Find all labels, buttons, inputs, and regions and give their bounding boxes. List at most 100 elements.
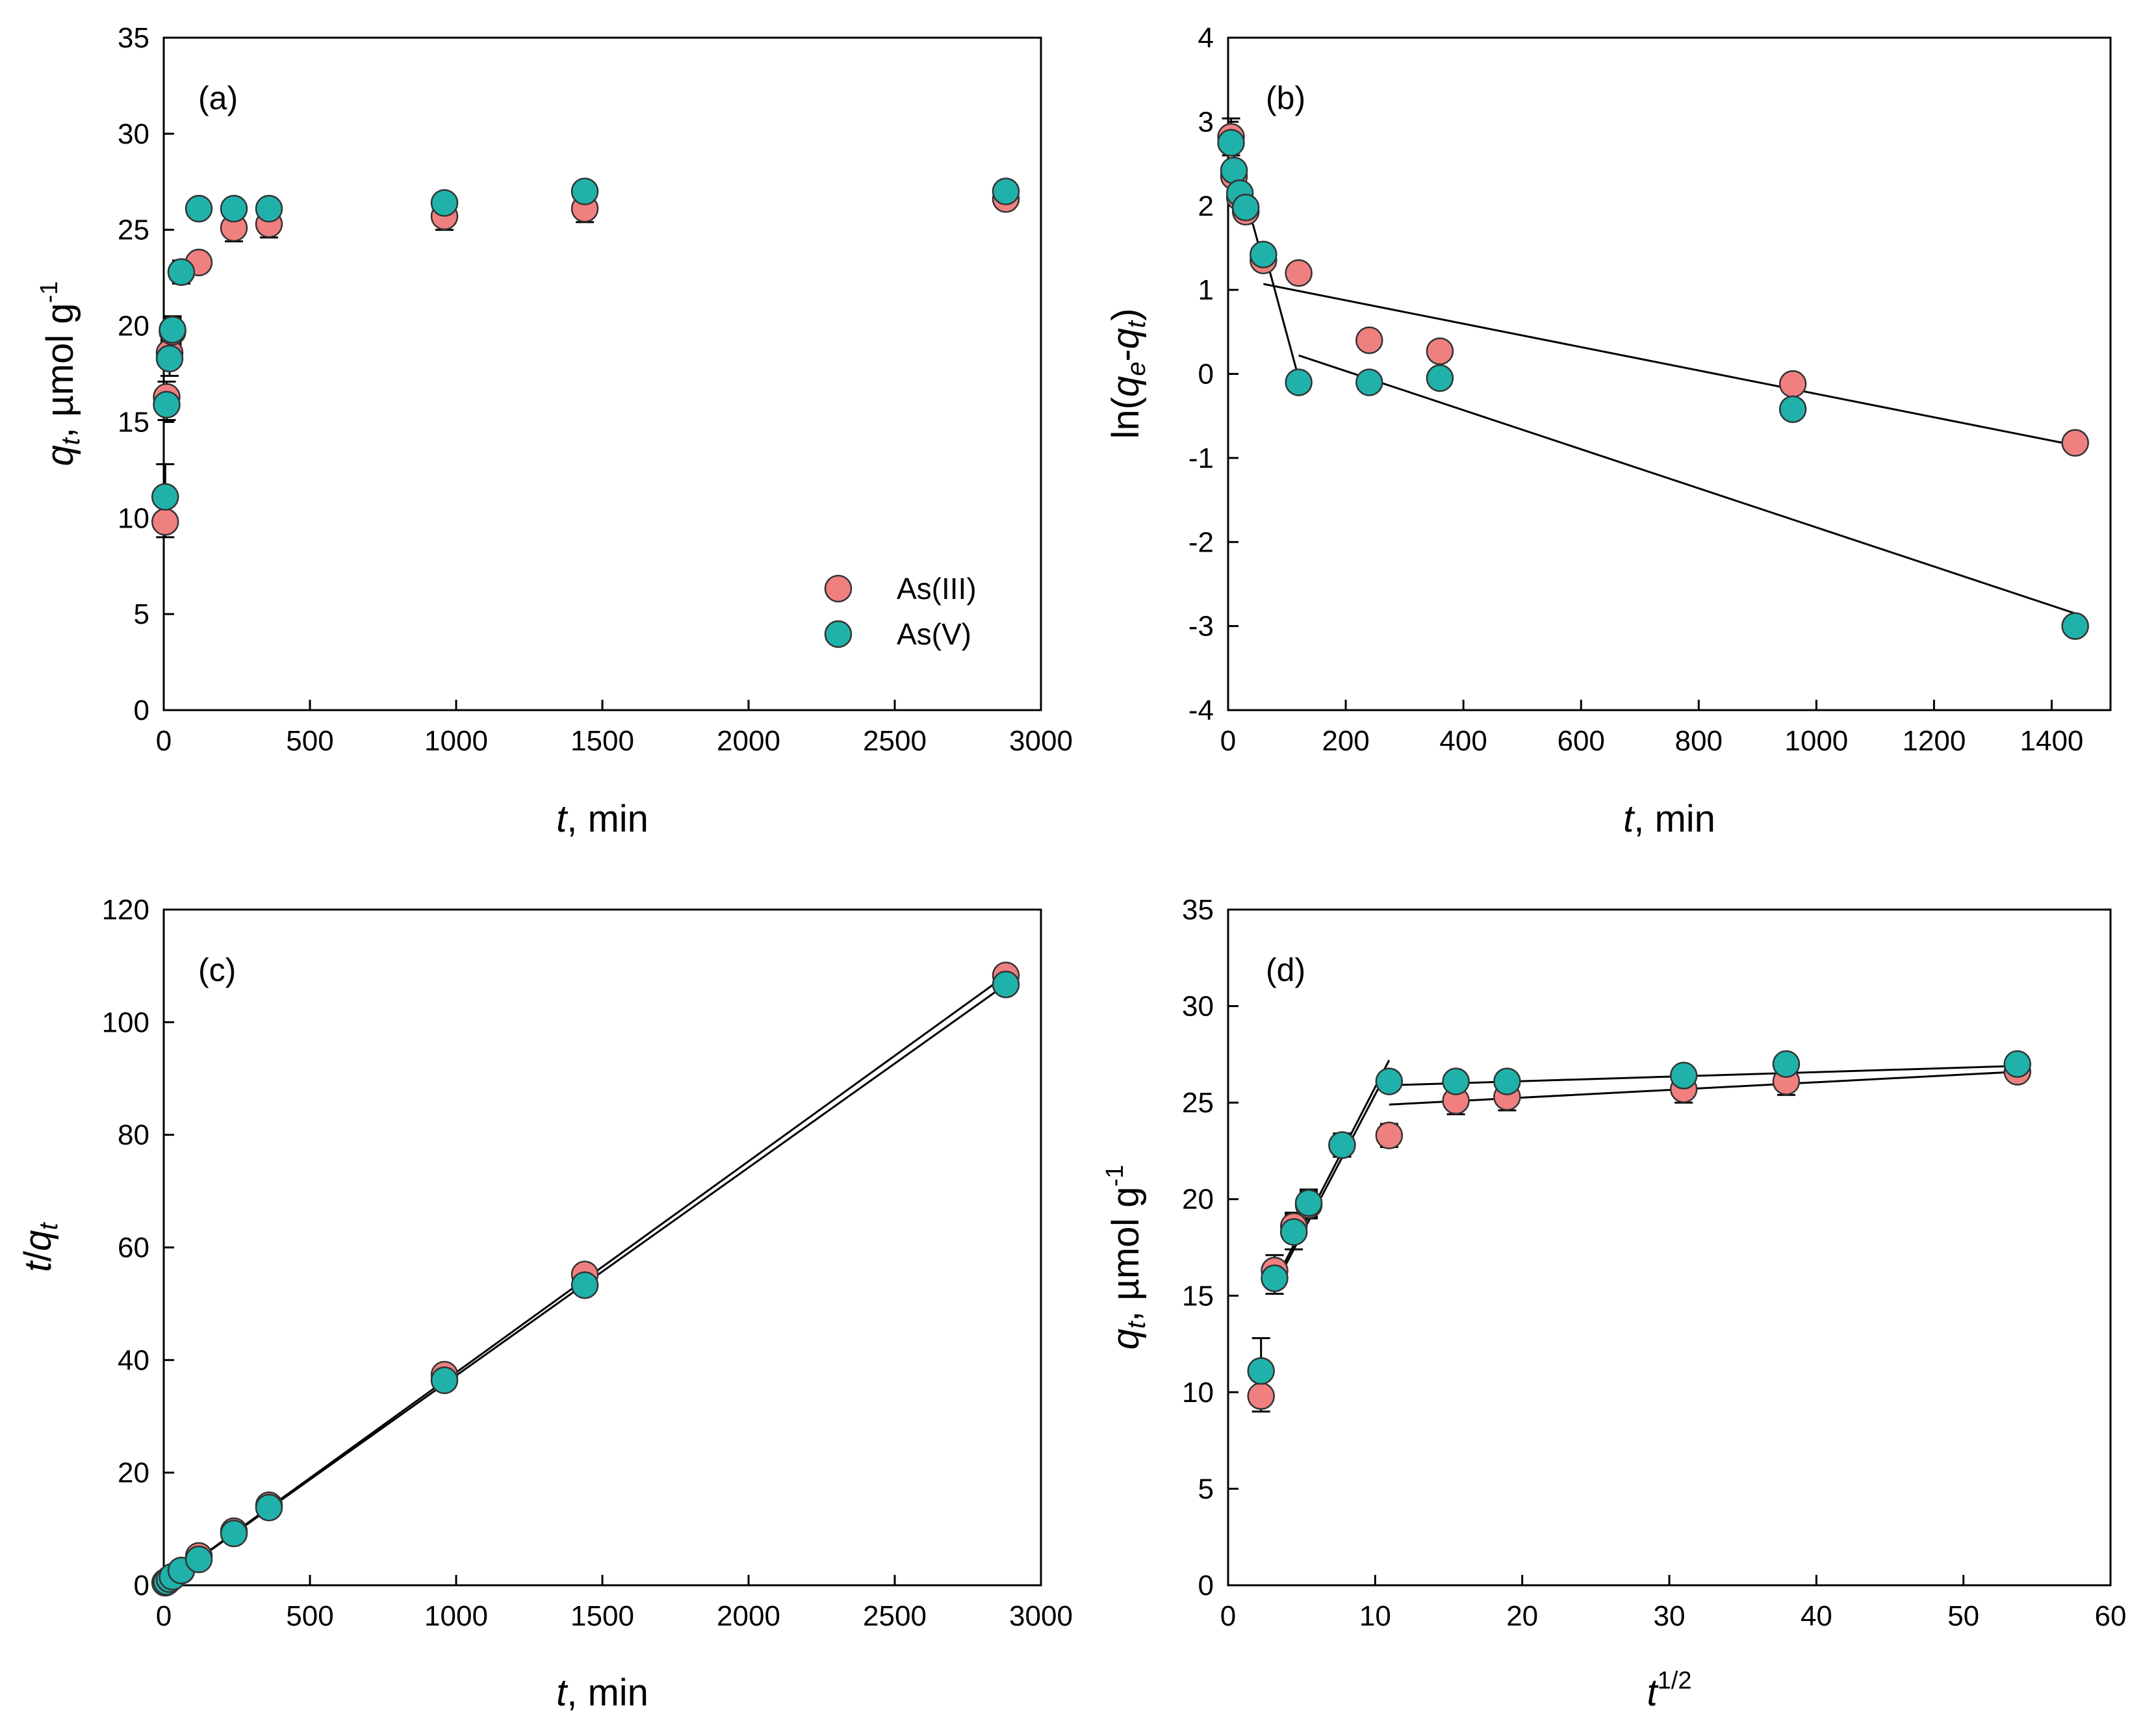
panel-b-markers [1217,117,2089,640]
panel-b-y-tick-label: -2 [1188,526,1214,558]
panel-c-x-tick-label: 3000 [1009,1600,1073,1632]
panel-a-x-tick-label: 500 [286,725,333,757]
panel-a-x-axis-label: t, min [556,798,648,840]
panel-a-as5-point [151,483,179,511]
panel-a-as5-point [155,344,184,373]
panel-c-y-tick-label: 120 [102,894,149,926]
panel-d-as3-point [1247,1382,1275,1410]
panel-a-as5-point [430,189,459,217]
panel-c-x-tick-label: 500 [286,1600,333,1632]
panel-d-y-tick-label: 10 [1182,1377,1214,1409]
panel-c-y-tick-label: 40 [118,1344,149,1376]
panel-c-label: (c) [198,952,236,988]
panel-b: 0 200 400 600 800 1000 1200 1400 -4 -3 -2 -1 0 1 2 3 4 (… [1105,22,2112,840]
panel-d-ticks: 0 10 20 30 40 50 60 0 5 10 15 20 25 30 35 [1182,894,2126,1632]
panel-b-y-tick-label: -1 [1188,442,1214,474]
panel-c-as5-point [185,1545,213,1574]
panel-d-as5-point [1261,1264,1289,1292]
panel-d-label: (d) [1266,952,1305,988]
panel-a-y-tick-label: 30 [118,118,149,150]
panel-a-y-tick-label: 35 [118,22,149,54]
panel-a-x-tick-label: 1000 [424,725,488,757]
legend-marker-as3 [824,574,853,603]
panel-b-as3-point [1355,326,1383,354]
panel-b-ticks: 0 200 400 600 800 1000 1200 1400 -4 -3 -2 -1 0 1 2 3 4 [1188,22,2084,757]
panel-a-y-tick-label: 15 [118,406,149,438]
panel-a-as5-point [220,194,248,223]
panel-c-y-axis-label: t/qt [17,1221,63,1272]
legend-label-as3: As(III) [897,572,977,606]
panel-d-y-axis-label: qt, µmol g-1 [1101,1165,1151,1350]
panel-a-y-tick-label: 5 [134,598,149,630]
panel-d-as5-point [1669,1062,1698,1090]
panel-d-as5-point [1294,1189,1323,1217]
panel-d-as5-point [1247,1357,1275,1385]
panel-c: 0 500 1000 1500 2000 2500 3000020406080100120 … [17,894,1073,1714]
panel-b-x-tick-label: 0 [1220,725,1236,757]
panel-b-as3-point [1285,259,1313,287]
panel-b-x-axis-label: t, min [1623,798,1715,840]
panel-b-y-tick-label: 0 [1198,359,1214,390]
panel-a-x-tick-label: 1500 [571,725,634,757]
panel-a-x-tick-label: 2500 [863,725,927,757]
legend-label-as5: As(V) [897,617,971,651]
panel-c-as5-point [992,971,1020,999]
panel-d-x-tick-label: 0 [1220,1600,1236,1632]
panel-d-as5-point [1442,1067,1470,1095]
panel-a-as5-point [167,258,196,287]
panel-b-as3-point [2061,429,2089,457]
panel-d-y-tick-label: 30 [1182,991,1214,1023]
panel-d-as5-point [1493,1067,1521,1095]
panel-b-as3-point [1778,370,1807,398]
panel-b-x-tick-label: 800 [1675,725,1723,757]
panel-b-x-tick-label: 1200 [1902,725,1966,757]
panel-d-x-tick-label: 20 [1506,1600,1538,1632]
panel-c-as5-point [430,1366,459,1394]
panel-a-y-tick-label: 0 [134,695,149,726]
panel-b-as5-point [1778,395,1807,424]
panel-d-x-tick-label: 60 [2095,1600,2127,1632]
panel-a-as5-point [185,194,213,223]
panel-b-as3-point [1426,337,1454,365]
panel-b-as5-point [1231,194,1260,222]
panel-c-x-axis-label: t, min [556,1672,648,1714]
panel-d-y-tick-label: 35 [1182,894,1214,926]
panel-d-markers [1247,1050,2031,1413]
panel-c-as5-point [220,1520,248,1548]
panel-b-as5-point [1285,368,1313,396]
panel-b-fit-line [1263,283,2075,446]
panel-d-y-tick-label: 25 [1182,1087,1214,1119]
panel-c-x-tick-label: 2000 [717,1600,780,1632]
panel-c-y-tick-label: 80 [118,1119,149,1151]
panel-c-y-tick-label: 60 [118,1232,149,1264]
panel-d-as5-point [2003,1050,2031,1078]
panel-a-y-tick-label: 10 [118,502,149,534]
panel-d-x-tick-label: 10 [1359,1600,1391,1632]
panel-a-as3-point [151,507,179,536]
panel-c-x-tick-label: 1000 [424,1600,488,1632]
panel-a-as5-point [992,177,1020,205]
panel-b-y-tick-label: 4 [1198,22,1214,54]
panel-d: 0 10 20 30 40 50 60 0 5 10 15 20 25 30 35 (d) t1/2 qt,… [1101,894,2126,1714]
panel-d-y-tick-label: 0 [1198,1570,1214,1602]
panel-a-x-tick-label: 2000 [717,725,780,757]
panel-a: 0 500 1000 1500 2000 2500 3000 0 5 10 15 20 25 30 35 (… [36,22,1073,840]
panel-c-as5-point [571,1271,599,1299]
panel-a-markers [151,177,1020,539]
panel-d-as3-point [1375,1121,1404,1149]
panel-a-legend: As(III) As(V) [824,572,977,651]
panel-d-x-tick-label: 50 [1947,1600,1979,1632]
panel-c-y-tick-label: 0 [134,1570,149,1602]
panel-c-ticks: 0 500 1000 1500 2000 2500 3000 0 20 40 60 80 100 120 [102,894,1073,1632]
panel-b-y-tick-label: -3 [1188,611,1214,643]
panel-b-fit-line [1298,354,2076,615]
panel-a-x-tick-label: 0 [156,725,172,757]
panel-d-as5-point [1375,1067,1404,1095]
panel-c-x-tick-label: 1500 [571,1600,634,1632]
panel-b-y-tick-label: 2 [1198,190,1214,222]
panel-c-markers [151,962,1020,1597]
panel-a-y-axis-label: qt, µmol g-1 [36,281,85,466]
panel-d-as5-point [1772,1050,1801,1078]
panel-b-x-tick-label: 200 [1322,725,1369,757]
